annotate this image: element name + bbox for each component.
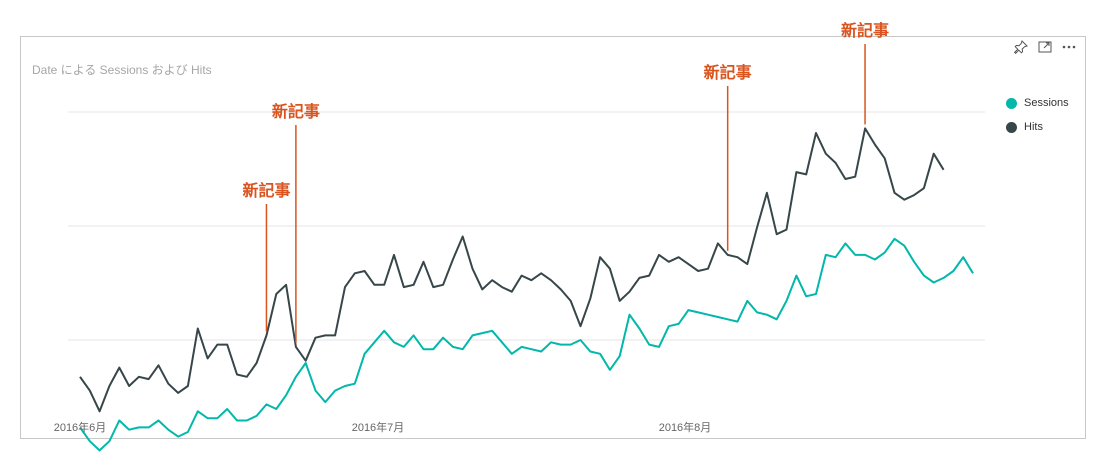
annotation-label: 新記事 <box>704 63 752 82</box>
series-line-hits[interactable] <box>79 127 945 413</box>
legend-item-hits[interactable]: Hits <box>1006 121 1043 133</box>
legend-label-hits: Hits <box>1024 121 1043 133</box>
legend-item-sessions[interactable]: Sessions <box>1006 97 1069 109</box>
annotation-label: 新記事 <box>242 181 290 200</box>
chart-frame <box>20 36 1086 439</box>
x-tick-label: 2016年6月 <box>54 420 107 434</box>
annotation-label: 新記事 <box>841 21 889 40</box>
more-options-icon[interactable] <box>1060 38 1078 56</box>
legend-swatch-hits <box>1006 121 1017 133</box>
legend-label-sessions: Sessions <box>1024 97 1069 109</box>
series-line-sessions[interactable] <box>79 237 974 452</box>
legend-swatch-sessions <box>1006 97 1017 109</box>
visual-toolbar <box>1012 38 1078 56</box>
pin-icon[interactable] <box>1012 38 1030 56</box>
focus-mode-icon[interactable] <box>1036 38 1054 56</box>
annotation-label: 新記事 <box>272 102 320 121</box>
chart-title: Date による Sessions および Hits <box>32 63 212 77</box>
x-tick-label: 2016年7月 <box>352 420 405 434</box>
x-tick-label: 2016年8月 <box>659 420 712 434</box>
